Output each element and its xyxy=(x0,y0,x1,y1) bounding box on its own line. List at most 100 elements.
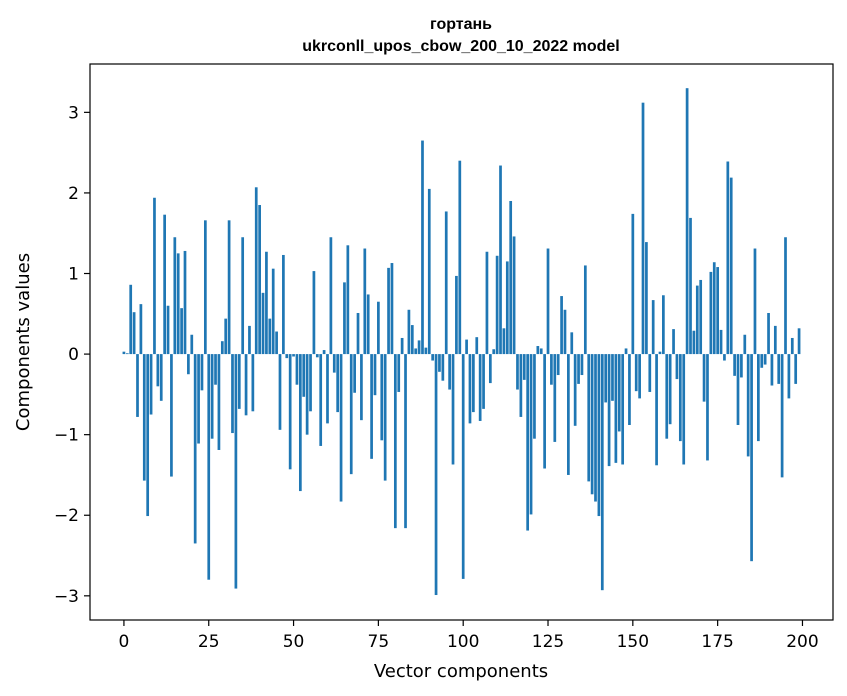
bar xyxy=(794,354,798,384)
bar xyxy=(271,268,275,355)
bar xyxy=(424,347,428,355)
bar xyxy=(492,349,496,355)
bar xyxy=(594,354,597,502)
bar xyxy=(529,354,533,515)
bar xyxy=(645,242,648,355)
bar xyxy=(146,354,150,517)
bar xyxy=(560,296,563,355)
bar xyxy=(397,354,401,392)
bar xyxy=(580,354,584,376)
bar xyxy=(285,354,289,359)
bar xyxy=(611,354,614,401)
bar xyxy=(237,354,241,409)
bar xyxy=(139,304,143,355)
bar xyxy=(499,165,502,355)
bar xyxy=(634,354,638,392)
bar xyxy=(770,354,774,386)
bar xyxy=(648,354,652,392)
bar xyxy=(668,354,672,425)
bar xyxy=(458,160,462,355)
bar xyxy=(553,354,557,442)
bar xyxy=(431,354,435,361)
bar xyxy=(417,340,421,355)
bar xyxy=(685,88,689,355)
bar xyxy=(465,339,468,355)
bar xyxy=(363,248,367,355)
bar xyxy=(183,250,187,355)
bar xyxy=(122,351,126,355)
bar xyxy=(790,337,794,355)
bar xyxy=(773,325,777,355)
bar xyxy=(468,354,472,424)
bar xyxy=(227,220,231,355)
bar xyxy=(689,217,692,355)
bar xyxy=(346,245,350,355)
bar xyxy=(682,354,686,465)
bar xyxy=(173,237,177,355)
bar xyxy=(495,255,499,355)
bar xyxy=(502,328,506,355)
bar xyxy=(590,354,594,495)
bar xyxy=(390,263,394,355)
bar xyxy=(784,237,787,355)
bar xyxy=(709,271,713,355)
bar xyxy=(275,331,278,355)
bar xyxy=(427,188,431,355)
bar xyxy=(254,187,258,355)
bar xyxy=(383,354,387,481)
chart-title-line-2: ukrconll_upos_cbow_200_10_2022 model xyxy=(302,38,619,55)
y-tick-label: 0 xyxy=(68,345,79,365)
bar xyxy=(210,354,214,439)
bar xyxy=(159,354,163,401)
bar xyxy=(360,354,363,421)
bar xyxy=(292,354,295,357)
bar xyxy=(740,354,743,378)
bar xyxy=(702,354,706,402)
bar xyxy=(485,251,489,355)
bar xyxy=(282,254,285,355)
bar xyxy=(478,354,482,421)
x-tick-label: 0 xyxy=(119,632,130,652)
x-tick-label: 125 xyxy=(532,632,564,652)
bar xyxy=(675,354,679,380)
bar xyxy=(699,279,703,355)
bar xyxy=(180,308,183,355)
bar xyxy=(214,354,217,385)
bar xyxy=(719,329,723,355)
bar xyxy=(298,354,302,492)
bar xyxy=(729,177,733,355)
bar xyxy=(583,265,587,355)
bars-group xyxy=(122,88,801,596)
y-tick-label: −2 xyxy=(54,506,79,526)
bar xyxy=(607,354,611,467)
bar xyxy=(516,354,519,390)
bar xyxy=(692,330,696,355)
y-tick-label: 2 xyxy=(68,184,79,204)
bar xyxy=(261,292,265,355)
x-tick-label: 175 xyxy=(701,632,733,652)
bar xyxy=(142,354,146,481)
bar xyxy=(224,318,228,355)
bar xyxy=(546,248,550,355)
bar xyxy=(505,261,509,355)
bar xyxy=(163,214,166,355)
bar xyxy=(251,354,255,412)
plot-frame xyxy=(89,63,834,621)
bar xyxy=(203,220,207,355)
x-axis: 0 25 50 75 100 125 150 175 200 xyxy=(119,620,819,652)
bar xyxy=(220,341,224,355)
bar xyxy=(567,354,570,475)
bar xyxy=(410,325,414,355)
bar xyxy=(288,354,292,470)
bar xyxy=(407,309,411,355)
bar xyxy=(305,354,309,435)
bar xyxy=(207,354,211,580)
bar xyxy=(767,312,770,355)
bar xyxy=(129,284,133,355)
bar xyxy=(455,275,458,355)
bar xyxy=(573,354,577,426)
x-tick-label: 75 xyxy=(368,632,390,652)
bar xyxy=(438,354,441,372)
bar xyxy=(597,354,601,517)
